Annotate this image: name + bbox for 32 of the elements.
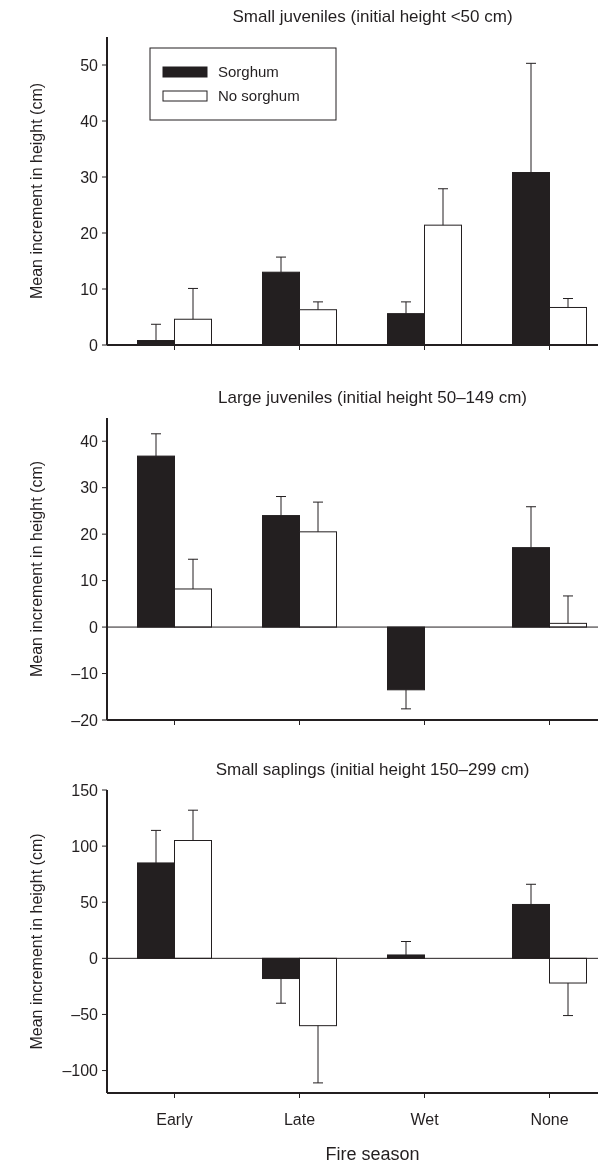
chart-title: Small saplings (initial height 150–299 cm) [215, 760, 530, 779]
y-tick-label: 30 [80, 479, 99, 497]
y-tick-label: 50 [80, 893, 99, 911]
y-axis-title: Mean increment in height (cm) [28, 833, 45, 1050]
y-tick-label: 0 [89, 336, 99, 354]
y-tick-label: 50 [80, 56, 99, 74]
y-tick-label: –20 [71, 711, 99, 729]
y-tick-label: 20 [80, 224, 99, 242]
y-axis-title: Mean increment in height (cm) [28, 460, 45, 678]
y-tick-label: 40 [80, 112, 99, 130]
y-tick-label: –100 [62, 1062, 99, 1080]
y-tick-label: 20 [80, 525, 99, 543]
chart-title: Large juveniles (initial height 50–149 cm) [217, 388, 528, 407]
y-tick-label: –10 [71, 665, 99, 683]
x-tick-label: Early [156, 1111, 193, 1128]
y-tick-label: –50 [71, 1006, 99, 1024]
legend-label: Sorghum [218, 63, 279, 81]
y-axis-title: Mean increment in height (cm) [28, 82, 45, 300]
y-tick-label: 10 [80, 280, 99, 298]
x-tick-label: Late [283, 1111, 316, 1128]
y-tick-label: 30 [80, 168, 99, 186]
y-tick-label: 0 [89, 618, 99, 636]
y-tick-label: 0 [89, 949, 99, 967]
y-tick-label: 10 [80, 572, 99, 590]
y-tick-label: 40 [80, 432, 99, 450]
x-axis-title: Fire season [325, 1144, 420, 1163]
y-tick-label: 150 [71, 781, 99, 799]
y-tick-label: 100 [71, 837, 99, 855]
x-tick-label: Wet [410, 1111, 440, 1128]
x-tick-label: None [530, 1111, 569, 1128]
chart-title: Small juveniles (initial height <50 cm) [232, 7, 513, 26]
legend-label: No sorghum [218, 87, 300, 105]
